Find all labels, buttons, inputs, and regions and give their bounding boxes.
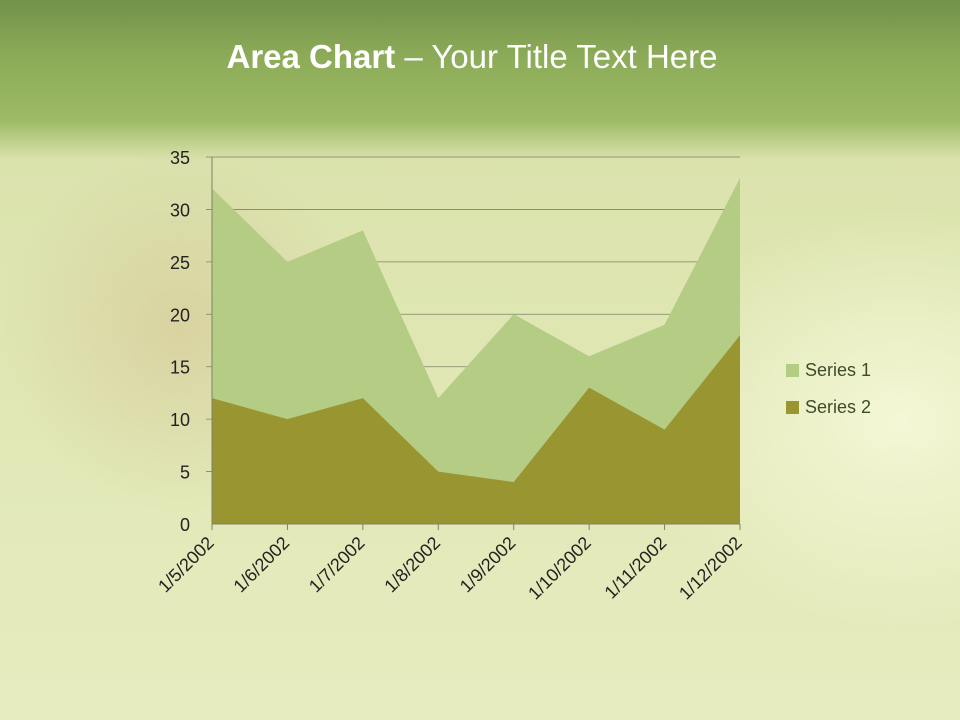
legend-label-series-2: Series 2: [805, 396, 872, 417]
y-tick-label: 35: [170, 148, 190, 168]
area-series-2: [212, 335, 740, 524]
y-tick-label: 25: [170, 253, 190, 273]
y-tick-label: 0: [180, 515, 190, 535]
title-band: [0, 0, 960, 160]
y-tick-label: 10: [170, 410, 190, 430]
x-tick-label: 1/8/2002: [380, 533, 444, 597]
y-tick-label: 30: [170, 200, 190, 220]
title-rest: – Your Title Text Here: [395, 38, 718, 75]
x-tick-label: 1/11/2002: [601, 533, 671, 603]
x-tick-label: 1/5/2002: [154, 533, 218, 597]
y-tick-label: 15: [170, 358, 190, 378]
legend-swatch-series-2: [786, 400, 799, 414]
legend-swatch-series-1: [786, 363, 799, 377]
legend-item-series-1: Series 1: [786, 358, 871, 382]
x-tick-label: 1/12/2002: [675, 533, 746, 604]
x-tick-label: 1/10/2002: [524, 533, 595, 604]
legend: Series 1 Series 2: [786, 358, 871, 432]
legend-item-series-2: Series 2: [786, 395, 871, 419]
slide-title: Area Chart – Your Title Text Here: [0, 38, 944, 76]
x-tick-label: 1/6/2002: [230, 533, 294, 597]
x-tick-label: 1/7/2002: [305, 533, 369, 597]
title-bold: Area Chart: [226, 38, 396, 75]
x-tick-label: 1/9/2002: [456, 533, 520, 597]
y-tick-label: 20: [170, 305, 190, 325]
legend-label-series-1: Series 1: [805, 359, 872, 380]
y-tick-label: 5: [180, 463, 190, 483]
